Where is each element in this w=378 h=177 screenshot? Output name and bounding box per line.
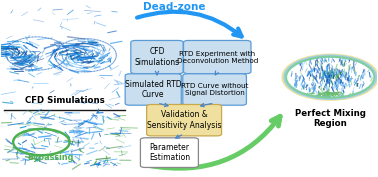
Text: Validation &
Sensitivity Analysis: Validation & Sensitivity Analysis [147,110,222,130]
FancyBboxPatch shape [131,41,183,74]
Text: Dead-zone: Dead-zone [143,2,205,12]
Text: CFD
Simulations: CFD Simulations [135,47,180,67]
FancyBboxPatch shape [140,138,198,167]
FancyBboxPatch shape [125,74,181,105]
FancyBboxPatch shape [183,74,246,105]
Text: RTD Curve without
Signal Distortion: RTD Curve without Signal Distortion [181,83,248,96]
Text: RTD Experiment with
Deconvolution Method: RTD Experiment with Deconvolution Method [177,51,258,64]
Text: Parameter
Estimation: Parameter Estimation [149,143,190,162]
Text: CFD Simulations: CFD Simulations [25,96,105,105]
FancyBboxPatch shape [147,104,222,136]
Text: Simulated RTD
Curve: Simulated RTD Curve [125,80,181,99]
Text: Bypassing: Bypassing [28,153,74,162]
Text: Perfect Mixing
Region: Perfect Mixing Region [295,109,366,128]
FancyBboxPatch shape [184,41,251,74]
